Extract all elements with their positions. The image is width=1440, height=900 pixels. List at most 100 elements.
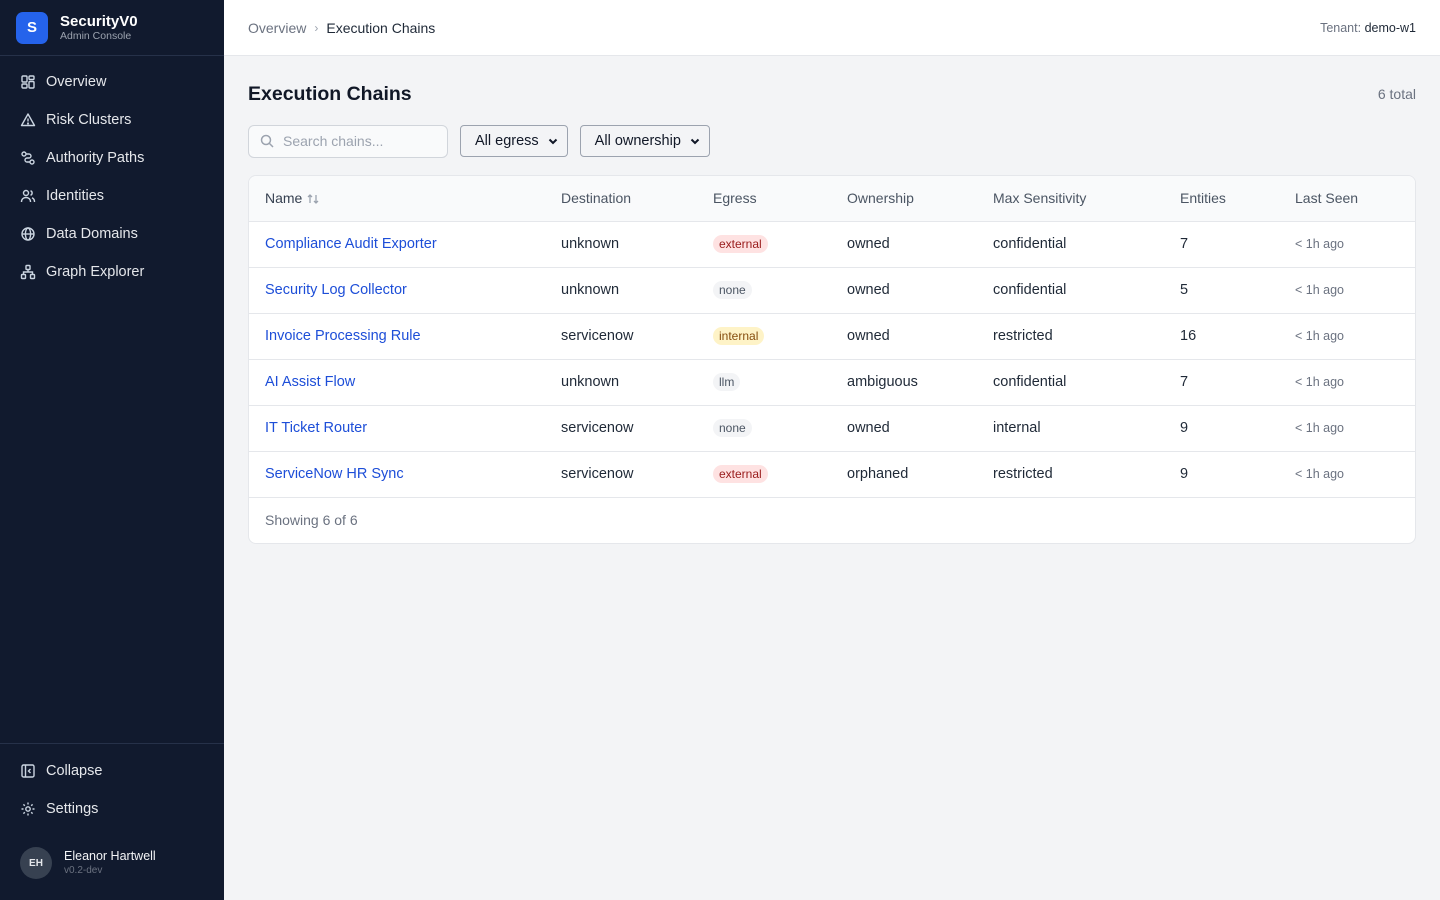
app-version: v0.2-dev bbox=[64, 865, 103, 876]
egress-badge: internal bbox=[713, 327, 765, 345]
tenant-indicator: Tenant: demo-w1 bbox=[1320, 21, 1416, 35]
ownership-cell: orphaned bbox=[847, 466, 909, 482]
chain-name-link[interactable]: Compliance Audit Exporter bbox=[265, 236, 437, 252]
tenant-label: Tenant: bbox=[1320, 20, 1362, 35]
destination-cell: servicenow bbox=[561, 328, 634, 344]
egress-badge: external bbox=[713, 235, 768, 253]
sidebar-item-label: Identities bbox=[46, 188, 105, 204]
entities-cell: 7 bbox=[1180, 236, 1189, 252]
sensitivity-cell: restricted bbox=[993, 466, 1053, 482]
grid-icon bbox=[20, 74, 36, 90]
sidebar-item-label: Overview bbox=[46, 74, 107, 90]
filter-bar: All egress All ownership bbox=[248, 124, 1416, 158]
path-icon bbox=[20, 150, 36, 166]
topbar: Overview › Execution Chains Tenant: demo… bbox=[224, 0, 1440, 56]
ownership-filter-select[interactable]: All ownership bbox=[579, 125, 710, 157]
column-header-name[interactable]: Name bbox=[249, 176, 561, 222]
network-icon bbox=[20, 264, 36, 280]
collapse-label: Collapse bbox=[46, 763, 103, 779]
sidebar-item-label: Risk Clusters bbox=[46, 112, 132, 128]
avatar: EH bbox=[20, 847, 52, 879]
ownership-cell: owned bbox=[847, 328, 890, 344]
last-seen-cell: < 1h ago bbox=[1295, 283, 1345, 297]
egress-filter-value: All egress bbox=[475, 133, 539, 149]
ownership-cell: owned bbox=[847, 420, 890, 436]
search-icon bbox=[259, 133, 275, 149]
column-header-egress: Egress bbox=[713, 176, 847, 222]
sidebar-item-identities[interactable]: Identities bbox=[0, 177, 224, 215]
ownership-filter-value: All ownership bbox=[594, 133, 681, 149]
egress-filter-select[interactable]: All egress bbox=[460, 125, 568, 157]
sidebar-item-graph-explorer[interactable]: Graph Explorer bbox=[0, 253, 224, 291]
table-footer: Showing 6 of 6 bbox=[265, 512, 358, 528]
table-row[interactable]: Security Log Collector unknown none owne… bbox=[249, 267, 1415, 313]
destination-cell: unknown bbox=[561, 282, 620, 298]
page-title: Execution Chains bbox=[248, 82, 412, 105]
table-row[interactable]: Compliance Audit Exporter unknown extern… bbox=[249, 221, 1415, 267]
ownership-cell: owned bbox=[847, 236, 890, 252]
chain-name-link[interactable]: AI Assist Flow bbox=[265, 374, 356, 390]
egress-badge: none bbox=[713, 281, 752, 299]
entities-cell: 5 bbox=[1180, 282, 1189, 298]
brand[interactable]: S SecurityV0 Admin Console bbox=[0, 0, 224, 56]
last-seen-cell: < 1h ago bbox=[1295, 375, 1345, 389]
column-header-ownership: Ownership bbox=[847, 176, 993, 222]
column-header-entities: Entities bbox=[1180, 176, 1295, 222]
table-row[interactable]: IT Ticket Router servicenow none owned i… bbox=[249, 405, 1415, 451]
brand-logo: S bbox=[16, 11, 48, 44]
sort-icon[interactable] bbox=[306, 192, 320, 206]
entities-cell: 9 bbox=[1180, 420, 1189, 436]
collapse-button[interactable]: Collapse bbox=[0, 752, 224, 790]
chain-name-link[interactable]: IT Ticket Router bbox=[265, 420, 368, 436]
sensitivity-cell: restricted bbox=[993, 328, 1053, 344]
table-row[interactable]: Invoice Processing Rule servicenow inter… bbox=[249, 313, 1415, 359]
sidebar-item-data-domains[interactable]: Data Domains bbox=[0, 215, 224, 253]
destination-cell: unknown bbox=[561, 374, 620, 390]
column-header-destination: Destination bbox=[561, 176, 713, 222]
main-content: Execution Chains 6 total All egress All … bbox=[248, 56, 1416, 544]
destination-cell: servicenow bbox=[561, 420, 634, 436]
tenant-value: demo-w1 bbox=[1364, 20, 1416, 35]
user-name: Eleanor Hartwell bbox=[64, 849, 156, 863]
sensitivity-cell: confidential bbox=[993, 282, 1067, 298]
gear-icon bbox=[20, 801, 36, 817]
chain-name-link[interactable]: ServiceNow HR Sync bbox=[265, 466, 404, 482]
total-count: 6 total bbox=[1377, 86, 1416, 102]
sidebar-item-risk-clusters[interactable]: Risk Clusters bbox=[0, 101, 224, 139]
last-seen-cell: < 1h ago bbox=[1295, 467, 1345, 481]
destination-cell: unknown bbox=[561, 236, 620, 252]
warning-triangle-icon bbox=[20, 112, 36, 128]
brand-title: SecurityV0 bbox=[60, 13, 138, 30]
table-header-row: Name Destination Egress Ownership Max Se… bbox=[249, 176, 1415, 222]
collapse-icon bbox=[20, 763, 36, 779]
breadcrumb-overview-link[interactable]: Overview bbox=[248, 19, 307, 36]
chevron-down-icon bbox=[689, 135, 701, 147]
sidebar-item-label: Data Domains bbox=[46, 226, 138, 242]
sensitivity-cell: confidential bbox=[993, 374, 1067, 390]
breadcrumb-separator: › bbox=[314, 20, 319, 35]
sidebar-item-label: Graph Explorer bbox=[46, 264, 145, 280]
search-box[interactable] bbox=[248, 124, 448, 158]
breadcrumb-current: Execution Chains bbox=[326, 19, 436, 36]
last-seen-cell: < 1h ago bbox=[1295, 421, 1345, 435]
chain-name-link[interactable]: Security Log Collector bbox=[265, 282, 407, 298]
user-profile[interactable]: EH Eleanor Hartwell v0.2-dev bbox=[0, 836, 224, 890]
table-row[interactable]: AI Assist Flow unknown llm ambiguous con… bbox=[249, 359, 1415, 405]
settings-button[interactable]: Settings bbox=[0, 790, 224, 828]
sidebar-item-overview[interactable]: Overview bbox=[0, 63, 224, 101]
egress-badge: none bbox=[713, 419, 752, 437]
ownership-cell: ambiguous bbox=[847, 374, 918, 390]
settings-label: Settings bbox=[46, 801, 99, 817]
chevron-down-icon bbox=[547, 135, 559, 147]
globe-icon bbox=[20, 226, 36, 242]
chain-name-link[interactable]: Invoice Processing Rule bbox=[265, 328, 421, 344]
search-input[interactable] bbox=[283, 133, 433, 149]
users-icon bbox=[20, 188, 36, 204]
table-row[interactable]: ServiceNow HR Sync servicenow external o… bbox=[249, 451, 1415, 497]
column-header-last-seen: Last Seen bbox=[1295, 176, 1415, 222]
sidebar-item-authority-paths[interactable]: Authority Paths bbox=[0, 139, 224, 177]
breadcrumb: Overview › Execution Chains bbox=[248, 20, 435, 36]
sidebar-nav: Overview Risk Clusters Authority Paths I… bbox=[0, 56, 224, 743]
ownership-cell: owned bbox=[847, 282, 890, 298]
entities-cell: 9 bbox=[1180, 466, 1189, 482]
